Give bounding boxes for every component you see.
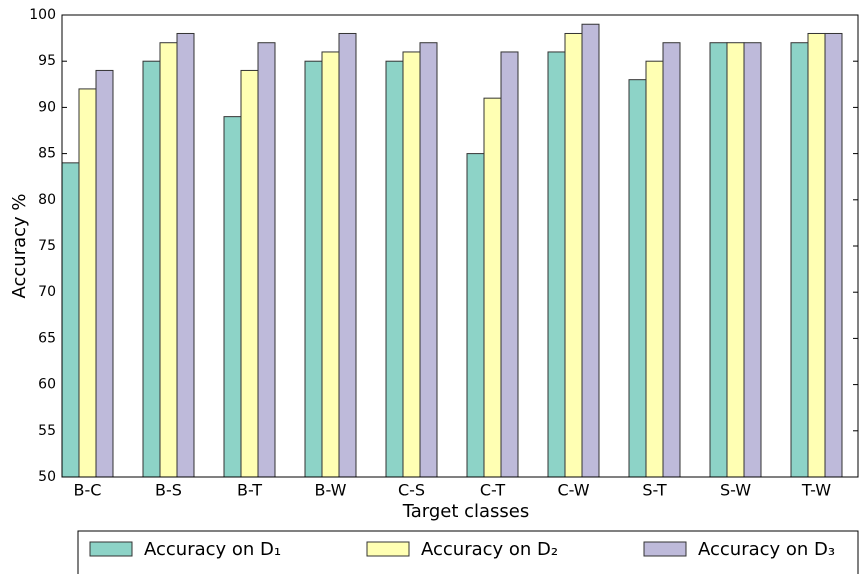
x-tick-label: B-C <box>74 481 102 500</box>
y-tick-label: 60 <box>38 377 56 393</box>
x-tick-label: C-S <box>398 481 425 500</box>
x-tick-label: S-T <box>642 481 666 500</box>
bar <box>547 51 566 478</box>
bar <box>743 42 762 478</box>
bar <box>581 23 600 478</box>
x-tick-label: B-W <box>315 481 347 500</box>
bar <box>726 42 745 478</box>
bar <box>419 42 438 478</box>
bar <box>176 32 195 478</box>
bar <box>78 88 97 478</box>
bar <box>321 51 340 478</box>
legend-swatch <box>89 541 133 557</box>
bar <box>402 51 421 478</box>
x-axis-label: Target classes <box>402 501 530 522</box>
bar <box>142 60 161 478</box>
y-tick-label: 55 <box>38 423 56 439</box>
bar <box>500 51 519 478</box>
bar <box>95 69 114 478</box>
x-tick-label: T-W <box>801 481 831 500</box>
bar <box>824 32 843 478</box>
y-tick-label: 95 <box>38 53 56 69</box>
y-axis-label: Accuracy % <box>9 193 30 298</box>
y-tick-label: 70 <box>38 284 56 300</box>
bar <box>223 116 242 478</box>
bar <box>304 60 323 478</box>
legend-label: Accuracy on D₂ <box>421 539 558 560</box>
bar <box>240 69 259 478</box>
y-tick-label: 50 <box>38 469 56 485</box>
y-tick-label: 75 <box>38 238 56 254</box>
bar <box>662 42 681 478</box>
bar <box>645 60 664 478</box>
bar <box>257 42 276 478</box>
legend-swatch <box>366 541 410 557</box>
y-tick-label: 90 <box>38 99 56 115</box>
legend-label: Accuracy on D₃ <box>698 539 835 560</box>
legend-swatch <box>643 541 687 557</box>
x-tick-label: S-W <box>720 481 751 500</box>
bar <box>628 79 647 478</box>
bar <box>790 42 809 478</box>
legend-box <box>77 530 859 574</box>
bar <box>564 32 583 478</box>
y-tick-label: 100 <box>29 7 56 23</box>
y-tick-label: 65 <box>38 330 56 346</box>
bar <box>338 32 357 478</box>
bar <box>807 32 826 478</box>
bar <box>159 42 178 478</box>
y-tick-label: 85 <box>38 146 56 162</box>
x-tick-label: B-T <box>237 481 262 500</box>
bar <box>466 153 485 478</box>
bar <box>483 97 502 478</box>
legend-label: Accuracy on D₁ <box>144 539 281 560</box>
bar <box>385 60 404 478</box>
x-tick-label: C-W <box>557 481 589 500</box>
y-tick-label: 80 <box>38 192 56 208</box>
x-tick-label: B-S <box>155 481 182 500</box>
bar <box>709 42 728 478</box>
x-tick-label: C-T <box>480 481 505 500</box>
plot-frame <box>61 14 859 478</box>
bar <box>61 162 80 478</box>
